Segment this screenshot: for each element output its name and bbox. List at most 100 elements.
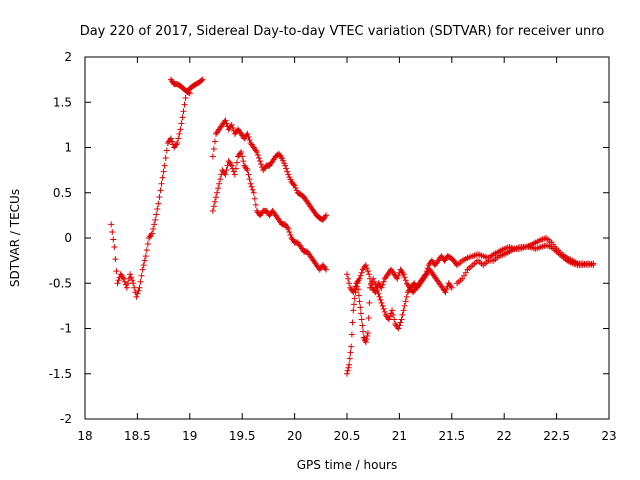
data-point <box>344 367 351 374</box>
data-point <box>124 280 131 287</box>
data-point <box>377 296 384 303</box>
y-tick-label: 0 <box>64 231 72 245</box>
data-point <box>351 295 358 302</box>
data-point <box>115 277 122 284</box>
data-point <box>378 299 385 306</box>
data-point <box>167 135 174 142</box>
data-point <box>363 265 370 272</box>
y-tick-label: 1.5 <box>53 95 72 109</box>
y-axis: -2 -1.5 -1 -0.5 0 0.5 1 1.5 2 <box>49 50 609 426</box>
data-point <box>216 180 223 187</box>
data-point <box>244 167 251 174</box>
data-point <box>215 185 222 192</box>
x-tick-label: 21 <box>392 429 407 443</box>
data-point <box>424 265 431 272</box>
data-point <box>249 186 256 193</box>
data-point <box>368 280 375 287</box>
data-point <box>391 316 398 323</box>
data-point <box>211 198 218 205</box>
data-point <box>365 314 372 321</box>
data-point <box>129 277 136 284</box>
data-point <box>401 274 408 281</box>
data-point <box>182 95 189 102</box>
data-point <box>345 364 352 371</box>
x-tick-label: 22.5 <box>543 429 570 443</box>
data-point <box>344 271 350 278</box>
data-point <box>245 171 252 178</box>
data-point <box>346 355 353 362</box>
data-point <box>131 284 138 291</box>
data-point <box>350 301 357 308</box>
data-point <box>179 114 186 121</box>
data-point <box>139 266 146 273</box>
data-point <box>175 135 182 142</box>
data-point <box>389 307 396 314</box>
data-point <box>222 117 229 124</box>
data-point <box>223 120 230 127</box>
data-point <box>363 336 370 343</box>
data-point <box>158 180 165 187</box>
data-point <box>373 286 380 293</box>
data-point <box>162 155 169 162</box>
data-point <box>181 101 188 108</box>
data-point <box>380 278 387 285</box>
x-tick-label: 18 <box>77 429 92 443</box>
data-point <box>159 174 166 181</box>
data-point <box>402 298 409 305</box>
data-point <box>248 183 255 190</box>
data-point <box>238 149 245 156</box>
data-point <box>350 307 357 314</box>
data-point <box>151 221 158 228</box>
data-point <box>144 241 151 248</box>
data-point <box>398 316 405 323</box>
data-point <box>375 290 382 297</box>
data-point <box>397 319 404 326</box>
data-point <box>346 280 353 287</box>
data-point <box>356 275 363 282</box>
data-point <box>364 330 371 337</box>
data-point <box>403 293 410 300</box>
data-point <box>381 308 388 315</box>
data-point <box>349 319 356 326</box>
data-point <box>141 257 148 264</box>
x-axis-label: GPS time / hours <box>297 458 398 472</box>
data-point <box>376 293 383 300</box>
x-tick-label: 23 <box>601 429 616 443</box>
data-point <box>163 147 170 154</box>
data-point <box>223 167 230 174</box>
data-point <box>355 292 362 299</box>
x-tick-label: 18.5 <box>124 429 151 443</box>
data-point <box>251 195 258 202</box>
data-point <box>209 153 216 160</box>
data-point <box>362 262 369 269</box>
data-point <box>157 187 164 194</box>
data-point <box>245 133 252 140</box>
data-point <box>402 277 409 284</box>
data-point <box>356 298 363 305</box>
data-point <box>154 206 161 213</box>
chart-title: Day 220 of 2017, Sidereal Day-to-day VTE… <box>80 24 605 39</box>
data-point <box>346 361 353 368</box>
data-point <box>153 211 160 218</box>
data-point <box>400 307 407 314</box>
y-tick-label: -2 <box>60 412 72 426</box>
data-point <box>142 253 149 260</box>
data-point <box>155 200 162 207</box>
data-point <box>111 244 118 251</box>
data-point <box>323 266 330 273</box>
data-point <box>401 302 408 309</box>
data-point <box>287 231 294 238</box>
data-point <box>231 171 238 178</box>
x-tick-label: 21.5 <box>438 429 465 443</box>
data-point <box>137 278 144 285</box>
data-point <box>109 228 116 235</box>
data-points <box>108 76 597 377</box>
data-point <box>152 216 159 223</box>
data-point <box>400 271 407 278</box>
data-point <box>362 339 369 346</box>
data-point <box>258 161 265 168</box>
data-point <box>113 268 120 275</box>
data-point <box>385 316 392 323</box>
data-point <box>359 322 366 329</box>
